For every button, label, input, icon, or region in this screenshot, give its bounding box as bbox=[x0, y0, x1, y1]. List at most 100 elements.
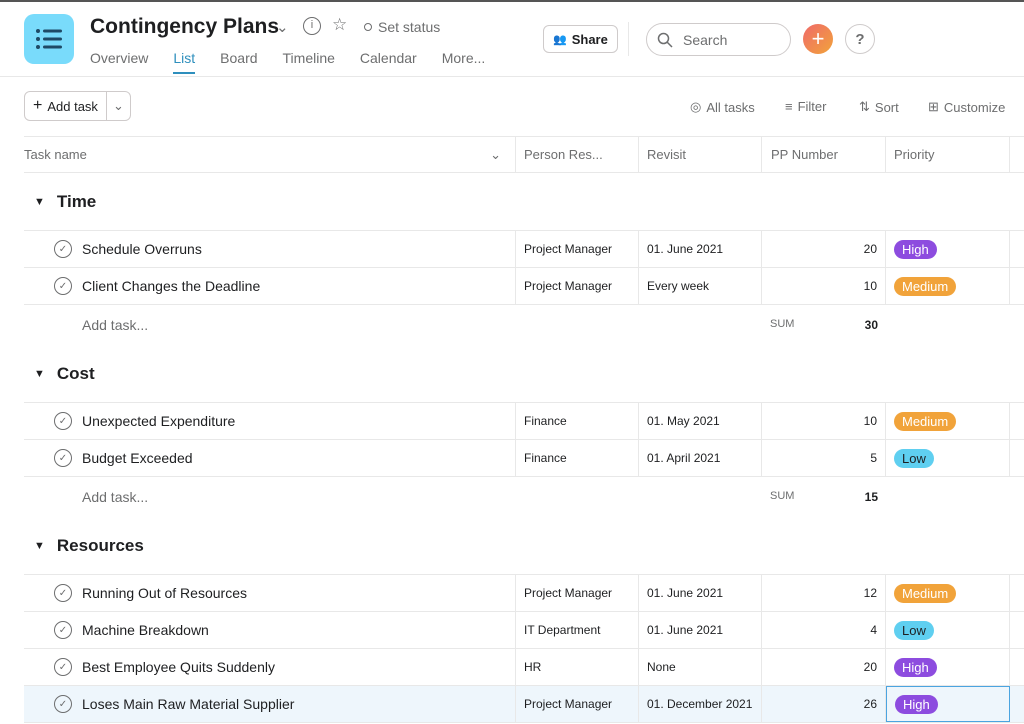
extra-cell bbox=[1010, 612, 1024, 648]
task-name-cell[interactable]: ✓ Running Out of Resources bbox=[24, 575, 516, 611]
pp-number-cell[interactable]: 5 bbox=[762, 440, 886, 476]
set-status-button[interactable]: Set status bbox=[364, 19, 440, 35]
help-button[interactable]: ? bbox=[845, 24, 875, 54]
task-name-cell[interactable]: ✓ Machine Breakdown bbox=[24, 612, 516, 648]
customize-button[interactable]: ⊞ Customize bbox=[928, 99, 1006, 115]
table-row[interactable]: ✓ Running Out of Resources Project Manage… bbox=[24, 575, 1024, 612]
priority-cell[interactable]: Medium bbox=[886, 268, 1010, 304]
revisit-cell[interactable]: 01. May 2021 bbox=[639, 403, 762, 439]
priority-cell[interactable]: Low bbox=[886, 612, 1010, 648]
filter-button[interactable]: ≡ Filter bbox=[785, 99, 827, 114]
complete-check-icon[interactable]: ✓ bbox=[54, 412, 72, 430]
section-header[interactable]: ▼ Time bbox=[24, 173, 1024, 231]
revisit-cell[interactable]: None bbox=[639, 649, 762, 685]
column-header-row: Task name ⌄ Person Res... Revisit PP Numb… bbox=[24, 136, 1024, 173]
pp-number-cell[interactable]: 10 bbox=[762, 403, 886, 439]
task-name-cell[interactable]: ✓ Budget Exceeded bbox=[24, 440, 516, 476]
column-person[interactable]: Person Res... bbox=[516, 137, 639, 172]
pp-number-cell[interactable]: 4 bbox=[762, 612, 886, 648]
person-cell[interactable]: Finance bbox=[516, 440, 639, 476]
status-circle-icon bbox=[364, 23, 372, 31]
add-task-button[interactable]: + Add task bbox=[25, 92, 107, 120]
add-task-dropdown[interactable]: ⌄ bbox=[112, 98, 124, 113]
chevron-down-icon[interactable]: ⌄ bbox=[276, 19, 289, 36]
complete-check-icon[interactable]: ✓ bbox=[54, 658, 72, 676]
project-title[interactable]: Contingency Plans bbox=[90, 15, 280, 38]
add-task-link[interactable]: Add task... bbox=[82, 317, 149, 333]
priority-cell[interactable]: High bbox=[886, 231, 1010, 267]
person-cell[interactable]: HR bbox=[516, 649, 639, 685]
complete-check-icon[interactable]: ✓ bbox=[54, 695, 72, 713]
pp-number-cell[interactable]: 20 bbox=[762, 231, 886, 267]
revisit-cell[interactable]: Every week bbox=[639, 268, 762, 304]
priority-cell[interactable]: High bbox=[886, 649, 1010, 685]
complete-check-icon[interactable]: ✓ bbox=[54, 621, 72, 639]
revisit-cell[interactable]: 01. June 2021 bbox=[639, 612, 762, 648]
section-header[interactable]: ▼ Cost bbox=[24, 345, 1024, 403]
complete-check-icon[interactable]: ✓ bbox=[54, 277, 72, 295]
tab-board[interactable]: Board bbox=[220, 50, 258, 66]
share-button[interactable]: 👥 Share bbox=[543, 25, 618, 53]
tab-list[interactable]: List bbox=[173, 50, 196, 74]
pp-number-cell[interactable]: 12 bbox=[762, 575, 886, 611]
task-name-cell[interactable]: ✓ Client Changes the Deadline bbox=[24, 268, 516, 304]
people-icon: 👥 bbox=[553, 33, 567, 46]
triangle-down-icon[interactable]: ▼ bbox=[34, 539, 45, 552]
info-icon[interactable]: i bbox=[303, 17, 321, 35]
person-cell[interactable]: Project Manager bbox=[516, 575, 639, 611]
search-input[interactable]: Search bbox=[646, 23, 791, 56]
pp-number-cell[interactable]: 20 bbox=[762, 649, 886, 685]
table-row[interactable]: ✓ Unexpected Expenditure Finance 01. May 2… bbox=[24, 403, 1024, 440]
revisit-cell[interactable]: 01. December 2021 bbox=[639, 686, 762, 722]
column-priority[interactable]: Priority bbox=[886, 137, 1010, 172]
person-cell[interactable]: Project Manager bbox=[516, 231, 639, 267]
tab-timeline[interactable]: Timeline bbox=[282, 50, 335, 66]
priority-cell[interactable]: High bbox=[886, 686, 1010, 722]
tab-overview[interactable]: Overview bbox=[90, 50, 149, 66]
table-row[interactable]: ✓ Budget Exceeded Finance 01. April 2021 5 … bbox=[24, 440, 1024, 477]
plus-icon: + bbox=[33, 97, 43, 114]
column-task-name[interactable]: Task name ⌄ bbox=[24, 137, 516, 172]
table-row[interactable]: ✓ Machine Breakdown IT Department 01. June… bbox=[24, 612, 1024, 649]
revisit-cell[interactable]: 01. April 2021 bbox=[639, 440, 762, 476]
table-row[interactable]: ✓ Loses Main Raw Material Supplier Projec… bbox=[24, 686, 1024, 723]
column-pp-number[interactable]: PP Number bbox=[762, 137, 886, 172]
search-icon bbox=[657, 32, 673, 48]
all-tasks-button[interactable]: ◎ All tasks bbox=[690, 99, 755, 115]
add-task-row: Add task... SUM 30 bbox=[24, 305, 1024, 345]
customize-icon: ⊞ bbox=[928, 99, 939, 114]
complete-check-icon[interactable]: ✓ bbox=[54, 240, 72, 258]
triangle-down-icon[interactable]: ▼ bbox=[34, 367, 45, 380]
quick-add-button[interactable]: + bbox=[803, 24, 833, 54]
add-task-link[interactable]: Add task... bbox=[82, 489, 149, 505]
sort-button[interactable]: ⇅ Sort bbox=[859, 99, 899, 115]
section-header[interactable]: ▼ Resources bbox=[24, 517, 1024, 575]
priority-cell[interactable]: Medium bbox=[886, 575, 1010, 611]
chevron-down-icon[interactable]: ⌄ bbox=[490, 146, 501, 162]
complete-check-icon[interactable]: ✓ bbox=[54, 449, 72, 467]
person-cell[interactable]: Project Manager bbox=[516, 686, 639, 722]
task-name-cell[interactable]: ✓ Best Employee Quits Suddenly bbox=[24, 649, 516, 685]
task-name-cell[interactable]: ✓ Unexpected Expenditure bbox=[24, 403, 516, 439]
revisit-cell[interactable]: 01. June 2021 bbox=[639, 575, 762, 611]
complete-check-icon[interactable]: ✓ bbox=[54, 584, 72, 602]
table-row[interactable]: ✓ Client Changes the Deadline Project Man… bbox=[24, 268, 1024, 305]
person-cell[interactable]: Finance bbox=[516, 403, 639, 439]
task-name-cell[interactable]: ✓ Schedule Overruns bbox=[24, 231, 516, 267]
priority-cell[interactable]: Low bbox=[886, 440, 1010, 476]
table-row[interactable]: ✓ Best Employee Quits Suddenly HR None 20 H… bbox=[24, 649, 1024, 686]
star-icon[interactable]: ☆ bbox=[332, 15, 348, 34]
person-cell[interactable]: IT Department bbox=[516, 612, 639, 648]
person-cell[interactable]: Project Manager bbox=[516, 268, 639, 304]
priority-badge: High bbox=[895, 694, 938, 714]
table-row[interactable]: ✓ Schedule Overruns Project Manager 01. Ju… bbox=[24, 231, 1024, 268]
priority-cell[interactable]: Medium bbox=[886, 403, 1010, 439]
pp-number-cell[interactable]: 26 bbox=[762, 686, 886, 722]
triangle-down-icon[interactable]: ▼ bbox=[34, 195, 45, 208]
tab-calendar[interactable]: Calendar bbox=[359, 50, 417, 66]
revisit-cell[interactable]: 01. June 2021 bbox=[639, 231, 762, 267]
column-revisit[interactable]: Revisit bbox=[639, 137, 762, 172]
task-name-cell[interactable]: ✓ Loses Main Raw Material Supplier bbox=[24, 686, 516, 722]
pp-number-cell[interactable]: 10 bbox=[762, 268, 886, 304]
tab-more[interactable]: More... bbox=[441, 50, 486, 66]
